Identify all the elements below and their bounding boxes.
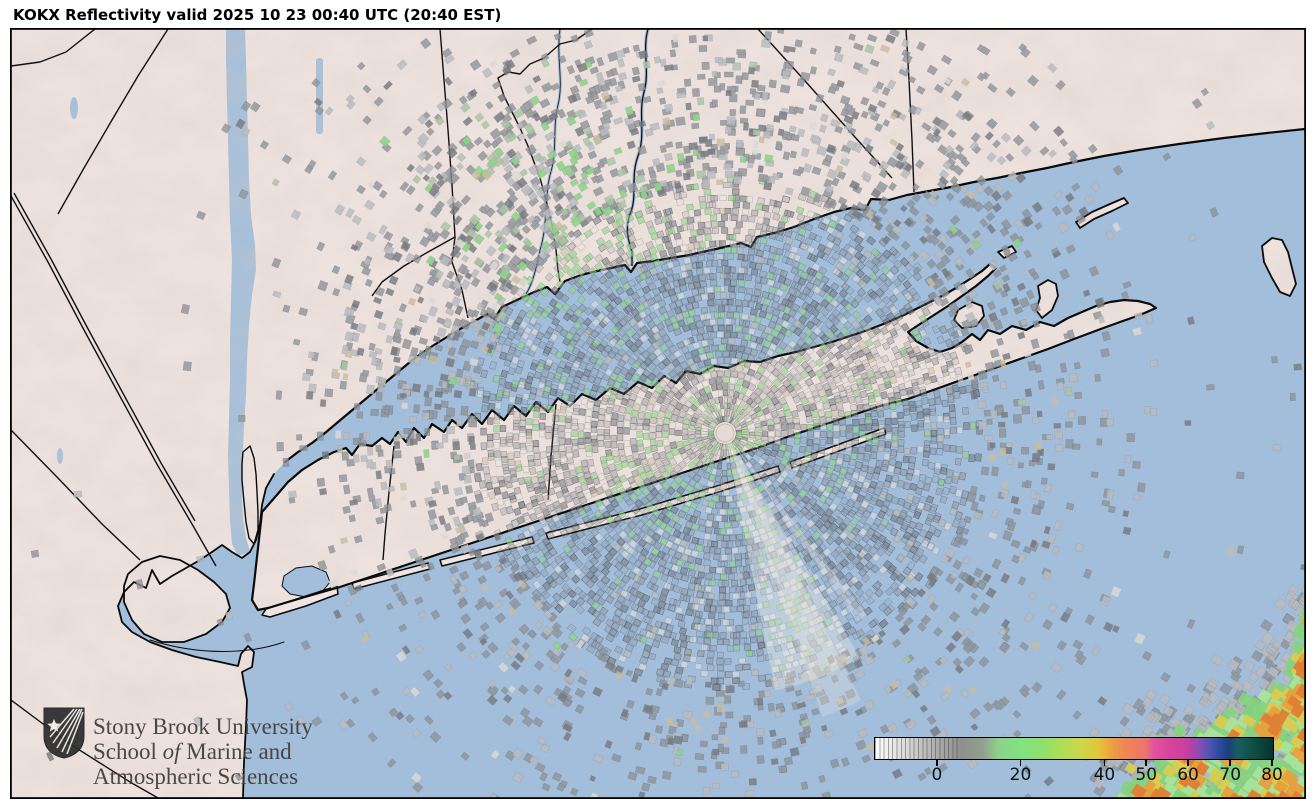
colorbar-tick — [1271, 760, 1273, 766]
colorbar-tick — [936, 760, 938, 766]
colorbar-gradient — [874, 737, 1274, 760]
colorbar-tick — [1229, 760, 1231, 766]
colorbar-tick-label: 70 — [1219, 765, 1242, 785]
colorbar-tick-label: 80 — [1261, 765, 1283, 785]
colorbar-tick-label: 40 — [1093, 765, 1116, 785]
colorbar-bin-lines — [875, 738, 961, 759]
reflectivity-colorbar: 0 20 40 50 60 70 80 — [874, 737, 1283, 787]
colorbar-tick — [1145, 760, 1148, 766]
logo-line-3: Atmospheric Sciences — [93, 764, 299, 789]
stony-brook-logo: Stony Brook University School of Marine … — [42, 706, 313, 789]
stony-brook-shield-icon — [43, 707, 85, 759]
colorbar-tick-label: 0 — [931, 765, 943, 785]
logo-text: Stony Brook University School of Marine … — [93, 714, 313, 789]
colorbar-tick — [1187, 760, 1189, 766]
figure-title: KOKX Reflectivity valid 2025 10 23 00:40… — [13, 6, 502, 24]
colorbar-tick-label: 50 — [1135, 765, 1158, 785]
colorbar-tick-label: 60 — [1177, 765, 1199, 785]
colorbar-tick-label: 20 — [1009, 765, 1032, 785]
logo-line-2: School of Marine and — [93, 739, 292, 764]
logo-line-1: Stony Brook University — [93, 714, 313, 739]
colorbar-tick — [1019, 760, 1022, 766]
colorbar-tick — [1103, 760, 1106, 766]
